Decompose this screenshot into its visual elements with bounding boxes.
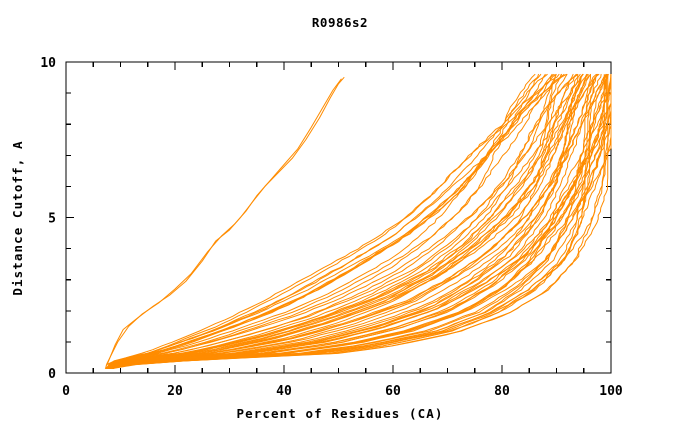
data-curve — [107, 73, 612, 369]
data-curve — [105, 73, 600, 369]
y-tick-label: 10 — [40, 56, 56, 71]
data-curve — [113, 73, 562, 369]
data-curve — [107, 73, 584, 369]
data-curve — [107, 73, 577, 369]
x-tick-label: 40 — [276, 384, 292, 399]
data-curve — [108, 73, 539, 369]
data-curve — [108, 73, 609, 369]
x-tick-label: 100 — [599, 384, 623, 399]
data-curve — [111, 73, 602, 369]
data-curve — [111, 73, 607, 369]
data-curve — [111, 73, 598, 369]
data-curve — [106, 73, 612, 369]
y-tick-label: 0 — [48, 367, 56, 382]
x-tick-label: 20 — [167, 384, 183, 399]
data-curve — [111, 73, 612, 369]
axis-ticks — [65, 61, 612, 374]
data-curve — [106, 73, 605, 369]
x-tick-label: 80 — [494, 384, 510, 399]
y-tick-label: 5 — [48, 212, 56, 227]
axis-tick-labels: 0 20 40 60 80 100 0 5 10 — [40, 56, 623, 399]
data-curve — [110, 73, 562, 369]
data-curve — [111, 73, 612, 369]
outlier-curve — [106, 78, 342, 365]
y-axis-title: Distance Cutoff, A — [10, 140, 25, 295]
data-curve — [113, 73, 581, 369]
data-curve — [109, 73, 591, 369]
data-curve — [111, 73, 546, 369]
data-curve — [107, 73, 567, 369]
chart-title: R0986s2 — [312, 15, 368, 30]
data-curve — [107, 73, 597, 369]
data-curve — [110, 73, 554, 369]
data-curve — [113, 73, 599, 369]
x-axis-title: Percent of Residues (CA) — [236, 406, 443, 421]
data-curve — [108, 73, 609, 369]
x-tick-label: 60 — [385, 384, 401, 399]
data-curves — [104, 73, 612, 369]
x-tick-label: 0 — [62, 384, 70, 399]
data-curve — [106, 73, 584, 369]
data-curve — [105, 73, 565, 369]
data-curve — [108, 73, 612, 369]
